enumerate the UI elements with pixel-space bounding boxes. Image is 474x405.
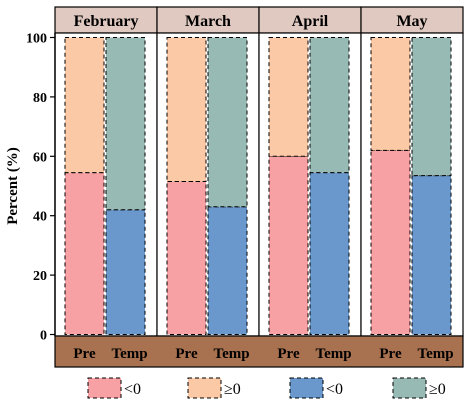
bar-march-temp-pos [207,37,248,208]
panel-title-may: May [396,13,427,30]
category-label-march-pre: Pre [175,346,198,362]
category-label-may-pre: Pre [379,346,402,362]
y-axis-title: Percent (%) [5,147,21,225]
legend-swatch-2 [187,377,222,399]
panel-strip-february [54,6,158,34]
y-tick-label-40: 40 [33,210,47,225]
y-tick-label-20: 20 [33,269,47,284]
bar-march-temp-neg [207,206,248,335]
legend-label-2: ≥0 [224,381,241,398]
category-label-april-temp: Temp [315,346,351,362]
category-label-february-temp: Temp [111,346,147,362]
y-tick-label-0: 0 [40,329,47,344]
bar-february-pre-pos [64,37,105,174]
bar-may-pre-pos [370,37,411,151]
category-label-april-pre: Pre [277,346,300,362]
bar-april-pre-neg [268,155,309,335]
legend-swatch-4 [392,377,427,399]
y-tick-label-60: 60 [33,150,47,165]
y-tick-label-80: 80 [33,91,47,106]
legend-swatch-1 [87,377,122,399]
category-label-may-temp: Temp [417,346,453,362]
bar-february-pre-neg [64,172,105,335]
bar-may-temp-pos [411,37,452,177]
panel-title-march: March [185,13,231,30]
bar-february-temp-neg [105,209,146,335]
bar-march-pre-neg [166,181,207,335]
panel-title-april: April [292,13,329,30]
y-tick-label-100: 100 [26,32,47,47]
bar-march-pre-pos [166,37,207,183]
bar-may-pre-neg [370,149,411,335]
panel-title-february: February [74,13,139,30]
legend-swatch-3 [289,377,324,399]
category-label-march-temp: Temp [213,346,249,362]
category-band [54,335,464,368]
bar-april-pre-pos [268,37,309,157]
category-label-february-pre: Pre [73,346,96,362]
bar-may-temp-neg [411,175,452,335]
legend-label-1: <0 [124,381,141,398]
legend-label-3: <0 [326,381,343,398]
bar-april-temp-neg [309,172,350,335]
bar-april-temp-pos [309,37,350,174]
legend-label-4: ≥0 [429,381,446,398]
bar-february-temp-pos [105,37,146,211]
